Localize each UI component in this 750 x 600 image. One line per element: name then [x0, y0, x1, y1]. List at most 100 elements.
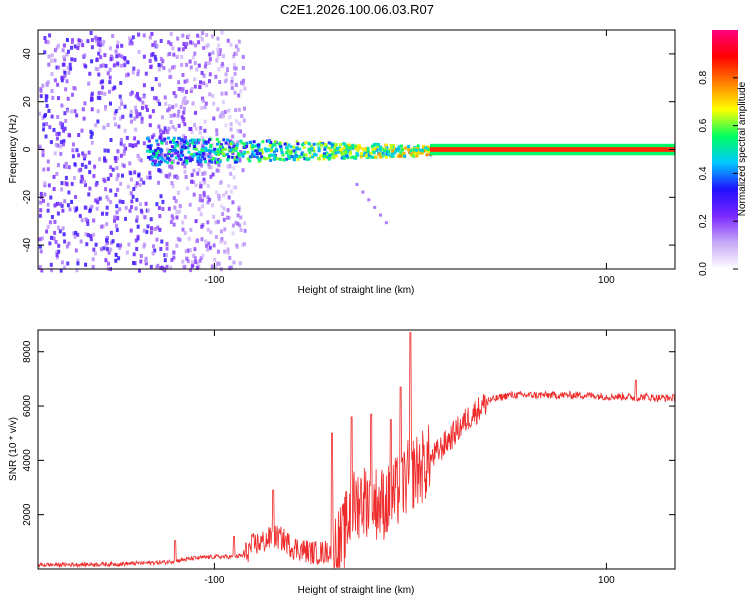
band-cell [416, 144, 420, 148]
band-cell [182, 143, 186, 147]
noise-cell [62, 232, 66, 237]
band-cell [205, 148, 209, 152]
noise-cell [162, 66, 166, 70]
noise-cell [109, 173, 113, 178]
noise-cell [43, 50, 47, 55]
noise-cell [229, 127, 233, 132]
noise-cell [194, 126, 198, 131]
noise-cell [234, 66, 238, 71]
noise-cell [61, 48, 65, 53]
noise-cell [108, 67, 112, 72]
noise-cell [177, 109, 181, 114]
band-cell [366, 156, 370, 160]
noise-cell [129, 38, 133, 43]
noise-cell [215, 58, 219, 63]
noise-cell [133, 170, 137, 175]
noise-cell [166, 147, 170, 152]
noise-cell [220, 110, 224, 115]
noise-cell [96, 119, 100, 124]
band-cell [256, 143, 260, 147]
band-cell [296, 142, 300, 146]
band-cell [197, 154, 201, 158]
noise-cell [62, 139, 66, 144]
noise-cell [84, 262, 88, 267]
colorbar-tick-label: 0.4 [698, 166, 709, 180]
noise-cell [94, 123, 98, 128]
noise-cell [44, 113, 47, 117]
noise-cell [134, 206, 138, 211]
noise-cell [75, 113, 79, 118]
noise-cell [46, 224, 50, 229]
band-cell [250, 146, 254, 150]
noise-cell [63, 164, 67, 169]
noise-cell [175, 55, 179, 59]
band-cell [327, 146, 331, 150]
noise-cell [56, 65, 60, 70]
noise-cell [167, 104, 171, 109]
band-cell [384, 143, 388, 147]
band-cell [369, 155, 373, 159]
noise-cell [199, 256, 203, 261]
noise-cell [119, 181, 123, 186]
band-cell [289, 150, 293, 154]
noise-cell [177, 47, 181, 52]
noise-cell [74, 230, 78, 235]
noise-cell [104, 106, 107, 111]
noise-cell [118, 245, 122, 250]
noise-cell [45, 103, 49, 108]
noise-cell [81, 151, 85, 156]
noise-cell [60, 260, 64, 265]
band-cell [170, 145, 174, 149]
noise-cell [76, 232, 80, 237]
noise-cell [107, 261, 110, 266]
noise-cell [50, 53, 54, 58]
band-cell [174, 151, 178, 155]
noise-cell [73, 109, 77, 114]
noise-cell [171, 184, 175, 189]
noise-cell [180, 142, 184, 147]
noise-cell [131, 194, 135, 199]
noise-cell [76, 261, 80, 266]
band-cell [321, 142, 325, 146]
noise-cell [72, 231, 76, 236]
band-cell [250, 153, 254, 157]
band-cell [218, 160, 222, 164]
noise-cell [202, 177, 206, 182]
noise-cell [41, 148, 45, 153]
noise-cell [66, 203, 70, 208]
band-cell [353, 144, 357, 148]
noise-cell [109, 188, 113, 193]
noise-cell [76, 46, 80, 51]
band-cell [295, 146, 299, 150]
band-cell [171, 148, 175, 152]
noise-cell [101, 211, 104, 216]
band-cell [366, 150, 370, 154]
noise-cell [131, 144, 135, 149]
band-cell [167, 156, 171, 160]
band-cell [270, 143, 274, 146]
band-cell [385, 149, 389, 153]
noise-cell [203, 128, 207, 133]
band-cell [217, 158, 221, 162]
noise-cell [92, 174, 96, 179]
noise-cell [183, 135, 187, 140]
band-cell [221, 148, 225, 152]
band-cell [330, 145, 334, 149]
band-cell [383, 147, 387, 151]
band-cell [335, 143, 338, 147]
noise-cell [241, 242, 245, 247]
noise-cell [203, 64, 207, 69]
noise-cell [59, 202, 62, 207]
noise-cell [178, 209, 182, 214]
noise-cell [234, 108, 238, 113]
band-cell [156, 146, 160, 150]
band-cell [411, 154, 415, 158]
band-cell [214, 152, 218, 155]
band-cell [304, 153, 308, 157]
noise-cell [230, 82, 234, 87]
noise-cell [124, 205, 128, 210]
noise-cell [84, 64, 88, 69]
band-cell [146, 149, 149, 153]
band-cell [339, 143, 342, 147]
band-cell [208, 159, 212, 163]
